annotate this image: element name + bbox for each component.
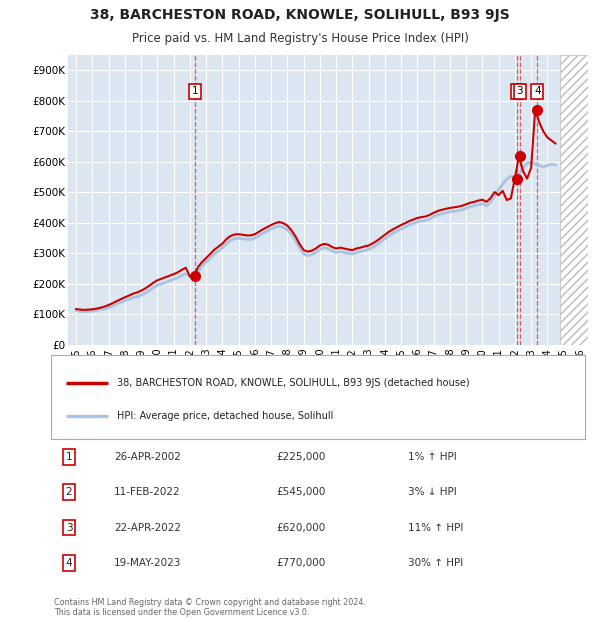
Text: £770,000: £770,000: [276, 558, 325, 568]
Text: 3: 3: [517, 86, 523, 96]
Text: 2: 2: [65, 487, 73, 497]
Text: HPI: Average price, detached house, Solihull: HPI: Average price, detached house, Soli…: [117, 411, 334, 421]
Bar: [560, 55, 588, 345]
Text: 4: 4: [534, 86, 541, 96]
Text: £545,000: £545,000: [276, 487, 325, 497]
Text: 22-APR-2022: 22-APR-2022: [114, 523, 181, 533]
Text: 1% ↑ HPI: 1% ↑ HPI: [408, 452, 457, 462]
Text: Contains HM Land Registry data © Crown copyright and database right 2024.
This d: Contains HM Land Registry data © Crown c…: [54, 598, 366, 618]
Text: 38, BARCHESTON ROAD, KNOWLE, SOLIHULL, B93 9JS (detached house): 38, BARCHESTON ROAD, KNOWLE, SOLIHULL, B…: [117, 378, 470, 388]
Text: 3% ↓ HPI: 3% ↓ HPI: [408, 487, 457, 497]
Text: 30% ↑ HPI: 30% ↑ HPI: [408, 558, 463, 568]
FancyBboxPatch shape: [51, 355, 585, 439]
Text: 2: 2: [514, 86, 520, 96]
Text: 19-MAY-2023: 19-MAY-2023: [114, 558, 181, 568]
Text: £225,000: £225,000: [276, 452, 325, 462]
Text: £620,000: £620,000: [276, 523, 325, 533]
Text: 11-FEB-2022: 11-FEB-2022: [114, 487, 181, 497]
Text: Price paid vs. HM Land Registry's House Price Index (HPI): Price paid vs. HM Land Registry's House …: [131, 32, 469, 45]
Text: 26-APR-2002: 26-APR-2002: [114, 452, 181, 462]
Text: 4: 4: [65, 558, 73, 568]
Text: 11% ↑ HPI: 11% ↑ HPI: [408, 523, 463, 533]
Text: 1: 1: [192, 86, 199, 96]
Text: 38, BARCHESTON ROAD, KNOWLE, SOLIHULL, B93 9JS: 38, BARCHESTON ROAD, KNOWLE, SOLIHULL, B…: [90, 7, 510, 22]
Text: 1: 1: [65, 452, 73, 462]
Text: 3: 3: [65, 523, 73, 533]
